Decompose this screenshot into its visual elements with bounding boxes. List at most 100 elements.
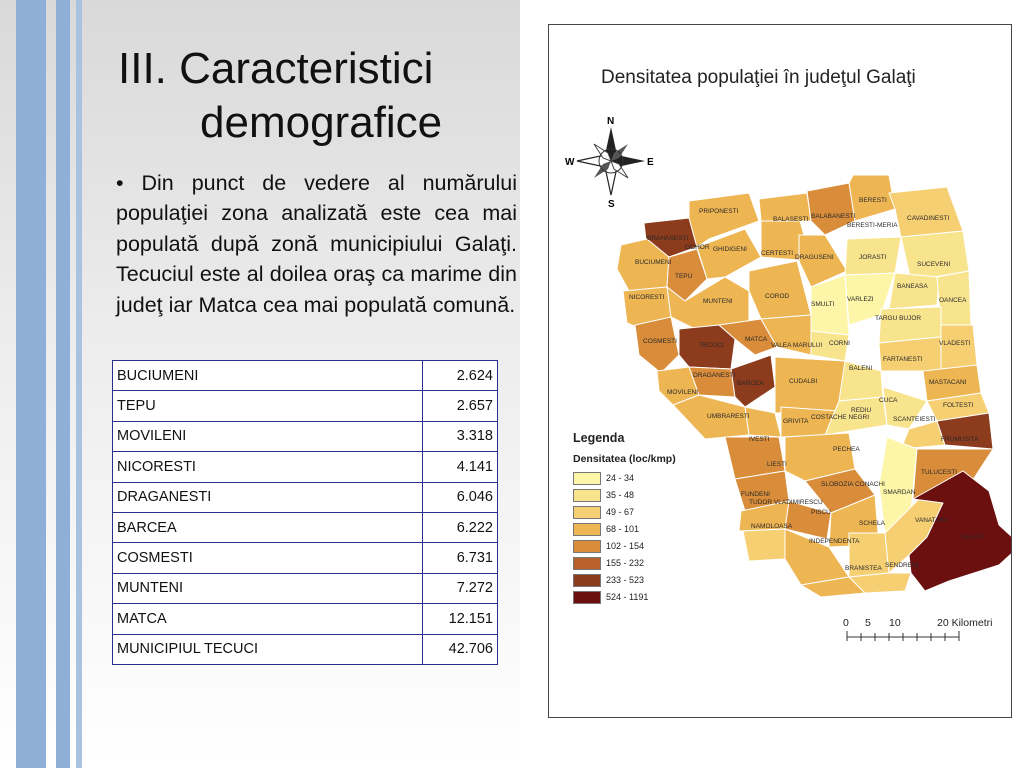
table-row: BUCIUMENI 2.624: [112, 359, 498, 392]
slide-title-line1: III. Caracteristici: [118, 44, 434, 93]
table-row: TEPU 2.657: [112, 390, 498, 422]
legend-item: 102 - 154: [573, 539, 644, 553]
scale-label-0: 0: [843, 617, 849, 629]
region-cavadinesti: [888, 186, 964, 238]
legend-swatch: [573, 539, 601, 553]
table-cell-value: 6.046: [422, 481, 498, 513]
region-jorasti: [844, 236, 902, 276]
region-ghidigeni: [696, 228, 762, 280]
density-map: Densitatea populaţiei în judeţul Galaţi …: [548, 24, 1012, 718]
region-vladesti: [940, 324, 978, 372]
table-cell-name: MUNTENI: [112, 572, 423, 605]
region-corod: [748, 260, 812, 320]
region-baleni: [838, 360, 884, 402]
legend-item: 68 - 101: [573, 522, 639, 536]
region-beresti: [848, 174, 896, 222]
scale-label-20: 20 Kilometri: [937, 617, 993, 629]
county-regions: [616, 174, 1011, 598]
legend-label: 35 - 48: [606, 490, 635, 500]
table-cell-value: 3.318: [422, 420, 498, 453]
region-fartanesti: [878, 336, 942, 372]
table-cell-value: 7.272: [422, 572, 498, 605]
compass-w-label: W: [565, 157, 575, 168]
table-row: DRAGANESTI 6.046: [112, 481, 498, 513]
population-table: BUCIUMENI 2.624 TEPU 2.657 MOVILENI 3.318 N…: [112, 359, 498, 665]
legend-subtitle: Densitatea (loc/kmp): [573, 453, 676, 465]
region-sendreni: [848, 572, 912, 594]
legend-swatch: [573, 522, 601, 536]
table-cell-name: BUCIUMENI: [112, 359, 423, 392]
legend-swatch: [573, 556, 601, 570]
region-baneasa: [888, 272, 940, 310]
legend-label: 49 - 67: [606, 507, 635, 517]
slide-title-line2: demografice: [200, 98, 443, 147]
legend-item: 524 - 1191: [573, 590, 648, 604]
table-cell-name: TEPU: [112, 390, 423, 422]
region-tudor-vladimirescu: [784, 500, 832, 540]
table-cell-name: MUNICIPIUL TECUCI: [112, 633, 423, 665]
legend-item: 155 - 232: [573, 556, 644, 570]
legend-swatch: [573, 471, 601, 485]
legend-item: 24 - 34: [573, 471, 634, 485]
compass-s-label: S: [608, 199, 615, 210]
table-cell-value: 12.151: [422, 603, 498, 635]
map-canvas: N S E W: [565, 116, 1011, 641]
legend-swatch: [573, 488, 601, 502]
table-cell-value: 6.222: [422, 511, 498, 544]
table-cell-name: BARCEA: [112, 511, 423, 544]
region-galati: [908, 470, 1011, 592]
scale-bar: [846, 631, 960, 641]
map-title: Densitatea populaţiei în judeţul Galaţi: [601, 67, 916, 88]
table-cell-name: DRAGANESTI: [112, 481, 423, 513]
bullet-paragraph: • Din punct de vedere al numărului popul…: [116, 171, 517, 317]
decor-stripe-mid: [56, 0, 70, 768]
region-balasesti: [758, 192, 812, 222]
region-matca: [718, 318, 778, 356]
region-balabanesti: [806, 182, 856, 236]
region-tepu: [666, 248, 708, 302]
legend-label: 524 - 1191: [606, 592, 649, 602]
decor-stripe-wide: [16, 0, 46, 768]
table-row: MOVILENI 3.318: [112, 420, 498, 453]
legend-item: 233 - 523: [573, 573, 644, 587]
region-cudalbi: [774, 356, 846, 414]
table-row: NICORESTI 4.141: [112, 451, 498, 483]
region-cuca: [882, 386, 928, 430]
legend-label: 102 - 154: [606, 541, 645, 551]
table-cell-value: 2.657: [422, 390, 498, 422]
compass-rose-icon: N S E W: [565, 116, 654, 210]
legend-item: 49 - 67: [573, 505, 634, 519]
region-umbraresti: [672, 394, 750, 440]
legend-label: 24 - 34: [606, 473, 635, 483]
legend-title: Legenda: [573, 431, 625, 445]
table-cell-value: 2.624: [422, 359, 498, 392]
region-schela: [848, 532, 890, 578]
table-row: BARCEA 6.222: [112, 511, 498, 544]
legend-label: 233 - 523: [606, 575, 645, 585]
table-cell-name: MOVILENI: [112, 420, 423, 453]
table-row: MATCA 12.151: [112, 603, 498, 635]
table-cell-name: NICORESTI: [112, 451, 423, 483]
legend-item: 35 - 48: [573, 488, 634, 502]
scale-label-10: 10: [889, 617, 901, 629]
region-priponesti: [688, 192, 760, 248]
region-oancea: [936, 270, 972, 328]
slide-title: III. Caracteristici demografice: [118, 42, 518, 150]
table-cell-value: 6.731: [422, 542, 498, 574]
table-row: MUNTENI 7.272: [112, 572, 498, 605]
region-cosmesti: [634, 316, 680, 374]
region-dragaseni: [798, 234, 848, 288]
legend-label: 68 - 101: [606, 524, 640, 534]
region-namoloasa: [742, 528, 786, 562]
legend-swatch: [573, 590, 601, 604]
compass-e-label: E: [647, 157, 654, 168]
compass-n-label: N: [607, 116, 614, 127]
table-cell-name: MATCA: [112, 603, 423, 635]
legend-swatch: [573, 505, 601, 519]
legend-label: 155 - 232: [606, 558, 645, 568]
table-cell-value: 4.141: [422, 451, 498, 483]
legend-swatch: [573, 573, 601, 587]
table-cell-name: COSMESTI: [112, 542, 423, 574]
table-row: COSMESTI 6.731: [112, 542, 498, 574]
region-barcea: [730, 354, 776, 408]
